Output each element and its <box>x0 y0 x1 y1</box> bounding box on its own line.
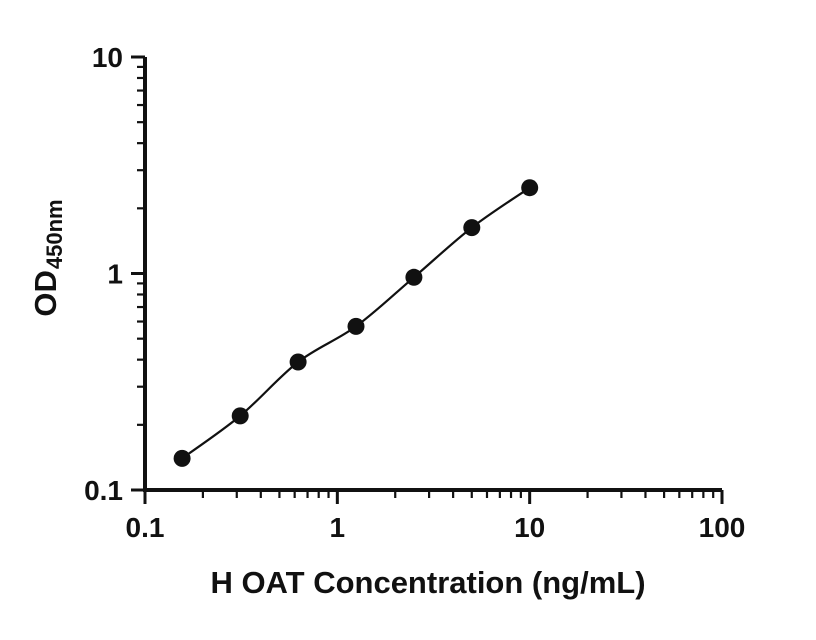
y-axis-title: OD450nm <box>28 199 68 316</box>
axes <box>143 57 722 492</box>
data-point <box>289 353 307 371</box>
data-point <box>173 449 191 467</box>
y-axis-title-subscript: 450nm <box>42 199 67 270</box>
data-point <box>231 407 249 425</box>
x-axis-title: H OAT Concentration (ng/mL) <box>210 565 646 600</box>
x-tick-label: 1 <box>330 512 346 543</box>
y-tick-label: 1 <box>107 259 123 290</box>
x-tick-label: 10 <box>514 512 545 543</box>
y-tick-label: 0.1 <box>84 475 123 506</box>
data-point <box>521 179 539 197</box>
y-tick-label: 10 <box>92 42 123 73</box>
data-point <box>463 219 481 237</box>
y-axis-title-main: OD <box>28 270 63 317</box>
data-point <box>405 268 423 286</box>
data-point <box>347 317 365 335</box>
x-tick-label: 100 <box>699 512 746 543</box>
x-tick-label: 0.1 <box>126 512 165 543</box>
